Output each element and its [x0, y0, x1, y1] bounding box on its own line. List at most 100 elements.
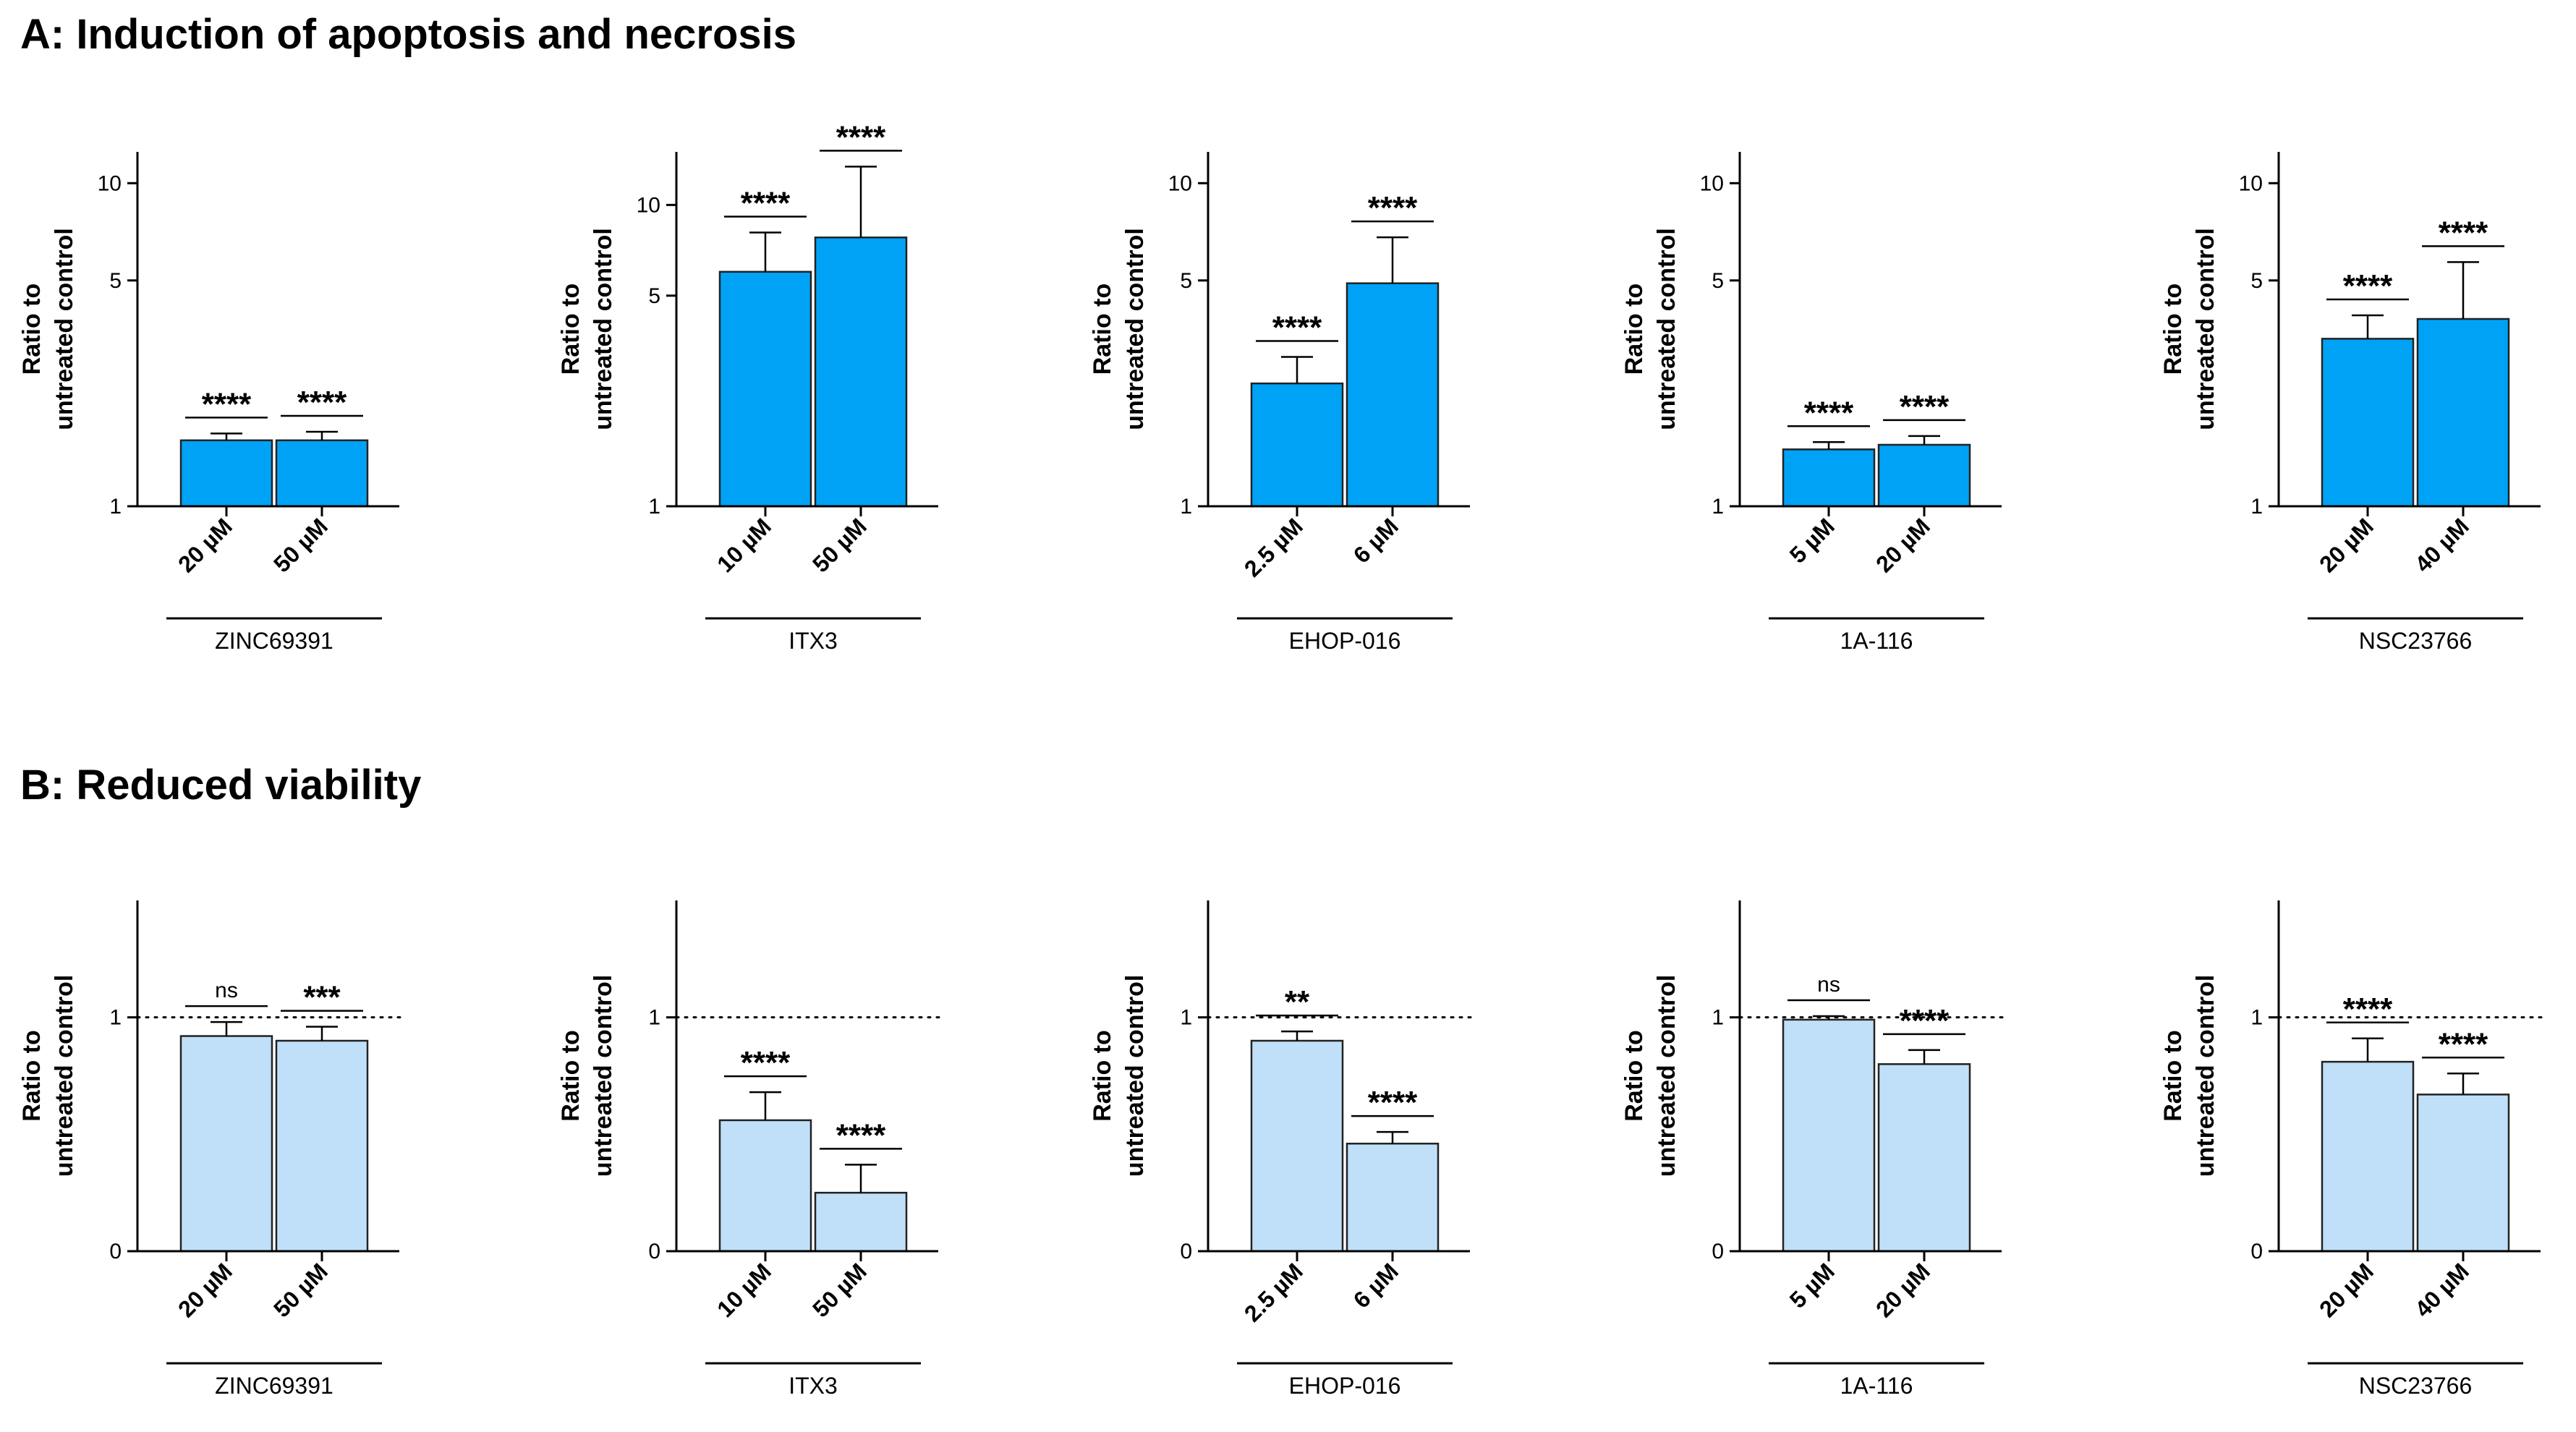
chart-b-2: 0 1 Ratio to untreated control **** **** 10 µM…: [557, 900, 944, 1399]
bar: [2321, 338, 2415, 508]
bar: [1877, 443, 1971, 508]
bar: [718, 270, 812, 508]
x-tick-label: 40 µM: [2410, 513, 2474, 577]
bar: [2416, 1094, 2510, 1253]
y-axis-label: untreated control: [1121, 975, 1149, 1177]
significance-label: ****: [2439, 215, 2488, 250]
x-tick-label: 20 µM: [173, 1258, 237, 1322]
y-axis-label: untreated control: [590, 975, 617, 1177]
y-tick-label: 5: [1180, 269, 1192, 293]
bar: [2321, 1060, 2415, 1253]
group-label: EHOP-016: [1289, 1373, 1401, 1399]
x-tick-label: 20 µM: [173, 513, 237, 577]
significance-label: ****: [2343, 992, 2393, 1027]
bar: [1782, 1018, 1876, 1253]
x-tick-label: 10 µM: [712, 513, 776, 577]
y-tick-label: 1: [109, 495, 122, 519]
significance-label: ****: [2439, 1026, 2488, 1062]
significance-label: ****: [741, 185, 791, 221]
y-tick-label: 0: [1712, 1240, 1724, 1263]
chart-a-5: 1 5 10 Ratio to untreated control **** **** 20 …: [2159, 152, 2541, 654]
x-tick-label: 50 µM: [268, 513, 333, 577]
x-tick-label: 6 µM: [1348, 1258, 1403, 1313]
bar: [1250, 1039, 1344, 1253]
y-axis-label: Ratio to: [1620, 284, 1648, 375]
y-tick-label: 1: [1712, 495, 1724, 519]
y-axis-label: untreated control: [2192, 975, 2219, 1177]
y-axis-label: Ratio to: [1089, 1030, 1116, 1122]
x-tick-label: 5 µM: [1785, 1258, 1840, 1313]
x-tick-label: 40 µM: [2410, 1258, 2474, 1322]
x-tick-label: 50 µM: [807, 513, 872, 577]
significance-label: ****: [2343, 268, 2393, 304]
y-axis-label: Ratio to: [557, 284, 585, 375]
group-label: ITX3: [788, 628, 838, 654]
y-tick-label: 10: [98, 171, 122, 195]
x-tick-label: 10 µM: [712, 1258, 776, 1322]
y-tick-label: 1: [648, 495, 660, 519]
significance-label: ****: [1900, 1003, 1950, 1039]
bar: [1346, 1143, 1440, 1253]
significance-label: ****: [741, 1045, 791, 1081]
group-label: ZINC69391: [215, 1373, 333, 1399]
y-tick-label: 5: [2250, 269, 2263, 293]
y-axis-label: Ratio to: [2159, 284, 2187, 375]
y-axis-label: Ratio to: [1620, 1030, 1648, 1122]
y-axis-label: Ratio to: [18, 284, 46, 375]
y-tick-label: 5: [1712, 269, 1724, 293]
significance-label: **: [1285, 984, 1310, 1020]
significance-label: ****: [1900, 389, 1950, 425]
y-tick-label: 0: [109, 1240, 122, 1263]
bar: [814, 236, 908, 508]
bar: [1877, 1063, 1971, 1253]
significance-label: ****: [202, 386, 252, 422]
group-label: NSC23766: [2359, 628, 2473, 654]
bar: [179, 1035, 273, 1253]
y-axis-label: Ratio to: [18, 1030, 46, 1122]
x-tick-label: 5 µM: [1785, 513, 1840, 568]
group-label: ZINC69391: [215, 628, 333, 654]
significance-label: ****: [1804, 395, 1854, 430]
bar: [814, 1191, 908, 1253]
bar: [275, 1039, 369, 1253]
y-tick-label: 0: [1180, 1240, 1192, 1263]
y-tick-label: 10: [637, 193, 660, 217]
y-tick-label: 1: [1180, 1006, 1192, 1030]
bar: [2416, 317, 2510, 508]
x-tick-label: 20 µM: [1871, 513, 1935, 577]
x-tick-label: 2.5 µM: [1239, 513, 1308, 581]
bar: [718, 1119, 812, 1253]
y-axis-label: Ratio to: [1089, 284, 1116, 375]
y-axis-label: untreated control: [51, 228, 78, 430]
significance-label: ***: [303, 980, 341, 1015]
bar: [1346, 282, 1440, 508]
bar: [1782, 448, 1876, 508]
significance-label: ****: [1368, 1085, 1418, 1120]
significance-label: ****: [836, 119, 886, 155]
x-tick-label: 20 µM: [2314, 1258, 2379, 1322]
y-axis-label: untreated control: [1121, 228, 1149, 430]
group-label: NSC23766: [2359, 1373, 2473, 1399]
y-axis-label: Ratio to: [2159, 1030, 2187, 1122]
y-axis-label: untreated control: [51, 975, 78, 1177]
y-axis-label: untreated control: [590, 228, 617, 430]
y-axis-label: Ratio to: [557, 1030, 585, 1122]
significance-label: ****: [1368, 190, 1418, 226]
x-tick-label: 50 µM: [268, 1258, 333, 1322]
y-axis-label: untreated control: [2192, 228, 2219, 430]
chart-a-4: 1 5 10 Ratio to untreated control **** **** 5 µ…: [1620, 152, 2002, 654]
x-tick-label: 2.5 µM: [1239, 1258, 1308, 1326]
y-tick-label: 10: [2239, 171, 2263, 195]
significance-label: ns: [215, 979, 238, 1002]
significance-label: ****: [1272, 310, 1322, 345]
bar: [179, 439, 273, 508]
bar: [275, 439, 369, 508]
x-tick-label: 6 µM: [1348, 513, 1403, 568]
y-tick-label: 1: [648, 1006, 660, 1030]
chart-b-1: 0 1 Ratio to untreated control ns *** 20 µM 50 …: [18, 900, 405, 1399]
bar: [1250, 382, 1344, 508]
y-tick-label: 10: [1700, 171, 1724, 195]
group-label: EHOP-016: [1289, 628, 1401, 654]
group-label: 1A-116: [1840, 628, 1913, 654]
